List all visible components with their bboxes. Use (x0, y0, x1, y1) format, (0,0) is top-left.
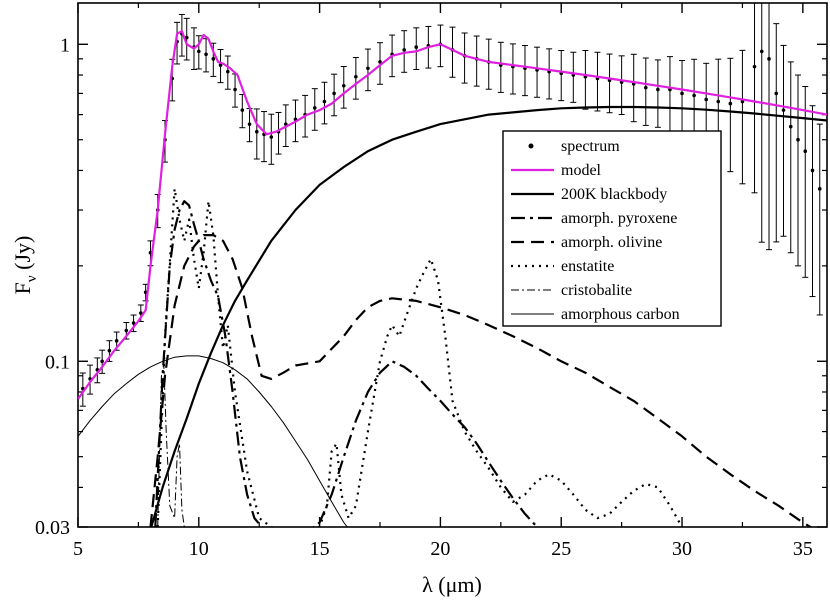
legend-label-enstatite: enstatite (561, 258, 614, 275)
x-tick-label: 10 (189, 538, 209, 560)
spectrum-point (312, 106, 317, 110)
spectrum-point (788, 124, 793, 129)
spectrum-point (269, 135, 274, 139)
spectrum-point (704, 97, 708, 102)
legend-label-model: model (561, 162, 602, 179)
series-layer (78, 3, 827, 527)
cristobalite-line (157, 363, 185, 527)
spectrum-point (100, 359, 104, 364)
spectrum-point (378, 60, 382, 64)
spectrum-point (767, 57, 771, 61)
spectrum-point (107, 348, 112, 353)
x-tick-label: 35 (793, 538, 813, 560)
spectrum-point (680, 91, 684, 96)
spectrum-point (131, 321, 136, 325)
spectrum-point (414, 45, 419, 49)
spectrum-point (817, 187, 822, 191)
spectrum-point (759, 49, 764, 54)
spectrum-point (692, 93, 696, 98)
spectrum-point (322, 99, 327, 104)
legend-label-200k-blackbody: 200K blackbody (561, 186, 667, 203)
y-tick-label: 1 (60, 34, 70, 56)
spectrum-point (211, 57, 216, 61)
spectrum-point (810, 168, 815, 173)
y-tick-label: 0.03 (35, 517, 70, 539)
legend-label-cristobalite: cristobalite (561, 282, 632, 299)
spectrum-point (354, 74, 358, 79)
amorph-olivine-line (149, 234, 813, 527)
legend-box (502, 130, 722, 327)
model-line (78, 30, 827, 400)
spectrum-point (643, 85, 648, 90)
legend: spectrum model 200K blackbody amorph. pyrox… (502, 130, 722, 327)
spectrum-point (139, 311, 143, 315)
spectrum-point (803, 149, 808, 154)
spectrum-point (218, 63, 223, 67)
spectrum-point (114, 339, 119, 343)
spectrum-point (204, 52, 208, 57)
legend-swatch-spectrum (528, 143, 534, 149)
spectrum-point (796, 137, 800, 142)
x-tick-label: 20 (430, 538, 450, 560)
spectrum-point (332, 91, 336, 96)
legend-label-spectrum: spectrum (561, 138, 620, 155)
spectrum-point (341, 83, 346, 88)
x-axis-title: λ (μm) (422, 572, 482, 597)
spectrum-point (728, 101, 733, 106)
spectrum-point (233, 87, 237, 92)
spectrum-point (656, 87, 660, 92)
200k-blackbody-line (150, 105, 827, 527)
legend-label-amorph-pyroxene: amorph. pyroxene (561, 210, 677, 227)
y-tick-label: 0.1 (45, 351, 70, 373)
amorphous-carbon-line (78, 355, 348, 527)
y-axis-title: Fν (Jy) (10, 236, 40, 295)
spectrum-point (124, 328, 129, 333)
legend-label-amorphous-carbon: amorphous carbon (561, 306, 680, 323)
x-tick-label: 25 (551, 538, 571, 560)
spectrum-point (254, 129, 259, 134)
legend-label-amorph-olivine: amorph. olivine (561, 234, 662, 251)
spectrum-point (247, 122, 252, 126)
x-tick-label: 30 (672, 538, 692, 560)
spectrum-point (402, 48, 406, 52)
spectrum-point (781, 108, 786, 112)
spectrum-point (752, 64, 757, 69)
x-tick-label: 5 (73, 538, 83, 560)
spectrum-point (184, 35, 189, 40)
spectrum-point (366, 66, 370, 71)
spectrum-point (226, 69, 230, 74)
spectrum-point (197, 49, 201, 54)
spectrum-point (774, 91, 779, 96)
spectrum-point (716, 99, 721, 104)
spectrum-point (240, 108, 245, 112)
axis-ticks: 5 10 15 20 25 30 35 0.03 0.1 1 (35, 3, 827, 560)
x-tick-label: 15 (310, 538, 330, 560)
